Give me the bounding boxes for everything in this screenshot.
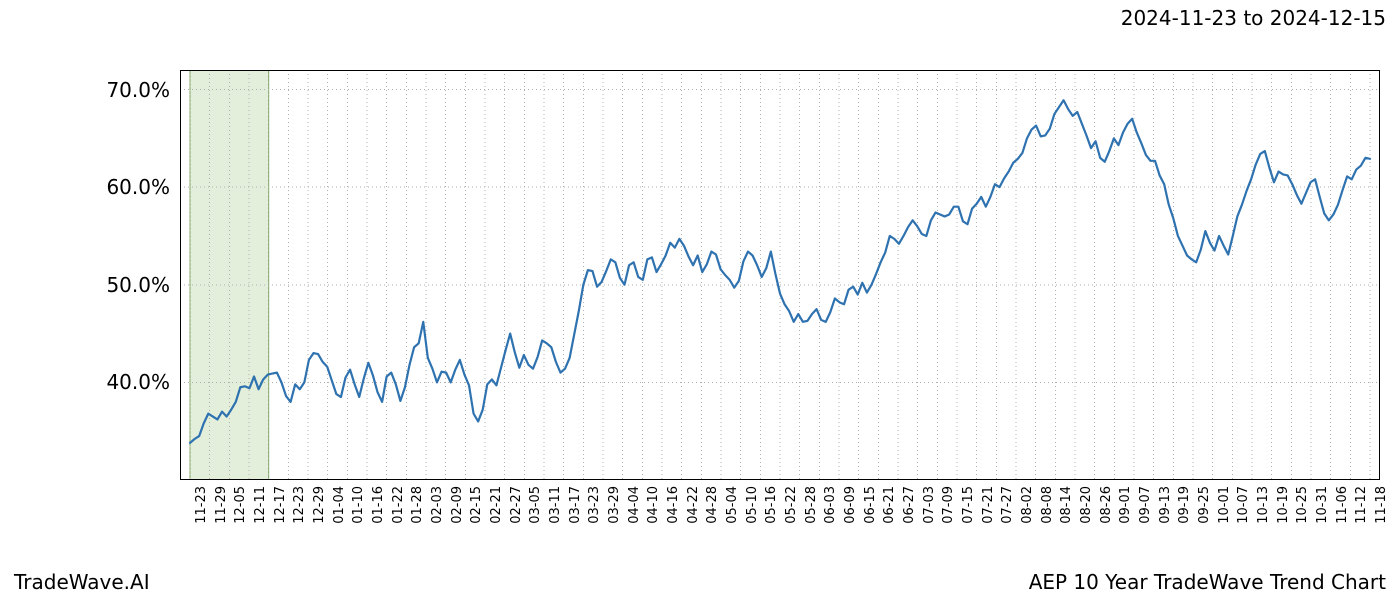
x-tick-label: 11-06 [1335,486,1350,524]
x-tick-label: 09-13 [1158,486,1173,524]
x-tick-label: 08-08 [1040,486,1055,524]
x-tick-label: 09-07 [1138,486,1153,524]
x-tick-label: 10-13 [1256,486,1271,524]
x-tick-label: 08-02 [1020,486,1035,524]
x-tick-label: 11-23 [194,486,209,524]
x-tick-label: 04-16 [666,486,681,524]
x-tick-label: 12-17 [273,486,288,524]
x-tick-label: 12-05 [233,486,248,524]
y-tick-label: 70.0% [90,78,170,102]
x-tick-label: 06-03 [823,486,838,524]
x-tick-label: 04-28 [705,486,720,524]
x-tick-label: 03-05 [528,486,543,524]
x-tick-label: 06-21 [882,486,897,524]
x-tick-label: 10-31 [1315,486,1330,524]
x-tick-label: 07-09 [941,486,956,524]
x-tick-label: 12-23 [292,486,307,524]
x-tick-label: 06-27 [902,486,917,524]
x-tick-label: 01-04 [332,486,347,524]
x-tick-label: 12-11 [253,486,268,524]
x-tick-label: 04-10 [646,486,661,524]
x-tick-label: 04-22 [686,486,701,524]
x-tick-label: 01-22 [391,486,406,524]
brand-label: TradeWave.AI [14,570,150,594]
x-tick-label: 10-25 [1295,486,1310,524]
y-tick-label: 60.0% [90,175,170,199]
x-tick-label: 10-01 [1217,486,1232,524]
x-tick-label: 06-09 [843,486,858,524]
x-tick-label: 03-23 [587,486,602,524]
x-tick-label: 05-10 [745,486,760,524]
x-tick-label: 05-16 [764,486,779,524]
x-tick-label: 02-03 [430,486,445,524]
chart-container: { "header": { "date_range": "2024-11-23 … [0,0,1400,600]
x-tick-label: 02-21 [489,486,504,524]
x-tick-label: 03-17 [568,486,583,524]
x-tick-label: 09-01 [1118,486,1133,524]
y-tick-label: 50.0% [90,273,170,297]
x-tick-label: 02-15 [469,486,484,524]
x-tick-label: 08-26 [1099,486,1114,524]
chart-title: AEP 10 Year TradeWave Trend Chart [1029,570,1386,594]
x-tick-label: 07-15 [961,486,976,524]
x-tick-label: 08-14 [1059,486,1074,524]
x-tick-label: 09-25 [1197,486,1212,524]
x-tick-label: 07-03 [922,486,937,524]
x-tick-label: 01-28 [410,486,425,524]
x-tick-label: 02-27 [509,486,524,524]
x-tick-label: 02-09 [450,486,465,524]
x-tick-label: 08-20 [1079,486,1094,524]
y-tick-label: 40.0% [90,370,170,394]
x-tick-label: 07-21 [981,486,996,524]
x-tick-label: 11-18 [1374,486,1389,524]
line-chart [180,70,1380,480]
x-tick-label: 01-16 [371,486,386,524]
x-tick-label: 10-19 [1276,486,1291,524]
date-range-label: 2024-11-23 to 2024-12-15 [1121,6,1386,30]
x-tick-label: 05-22 [784,486,799,524]
x-tick-label: 09-19 [1177,486,1192,524]
x-tick-label: 11-12 [1354,486,1369,524]
x-tick-label: 04-04 [627,486,642,524]
x-tick-label: 10-07 [1236,486,1251,524]
x-tick-label: 12-29 [312,486,327,524]
x-tick-label: 05-28 [804,486,819,524]
x-tick-label: 03-11 [548,486,563,524]
x-tick-label: 11-29 [214,486,229,524]
x-tick-label: 05-04 [725,486,740,524]
series-line [190,100,1370,443]
x-tick-label: 01-10 [351,486,366,524]
x-tick-label: 07-27 [1000,486,1015,524]
x-tick-label: 03-29 [607,486,622,524]
x-tick-label: 06-15 [863,486,878,524]
